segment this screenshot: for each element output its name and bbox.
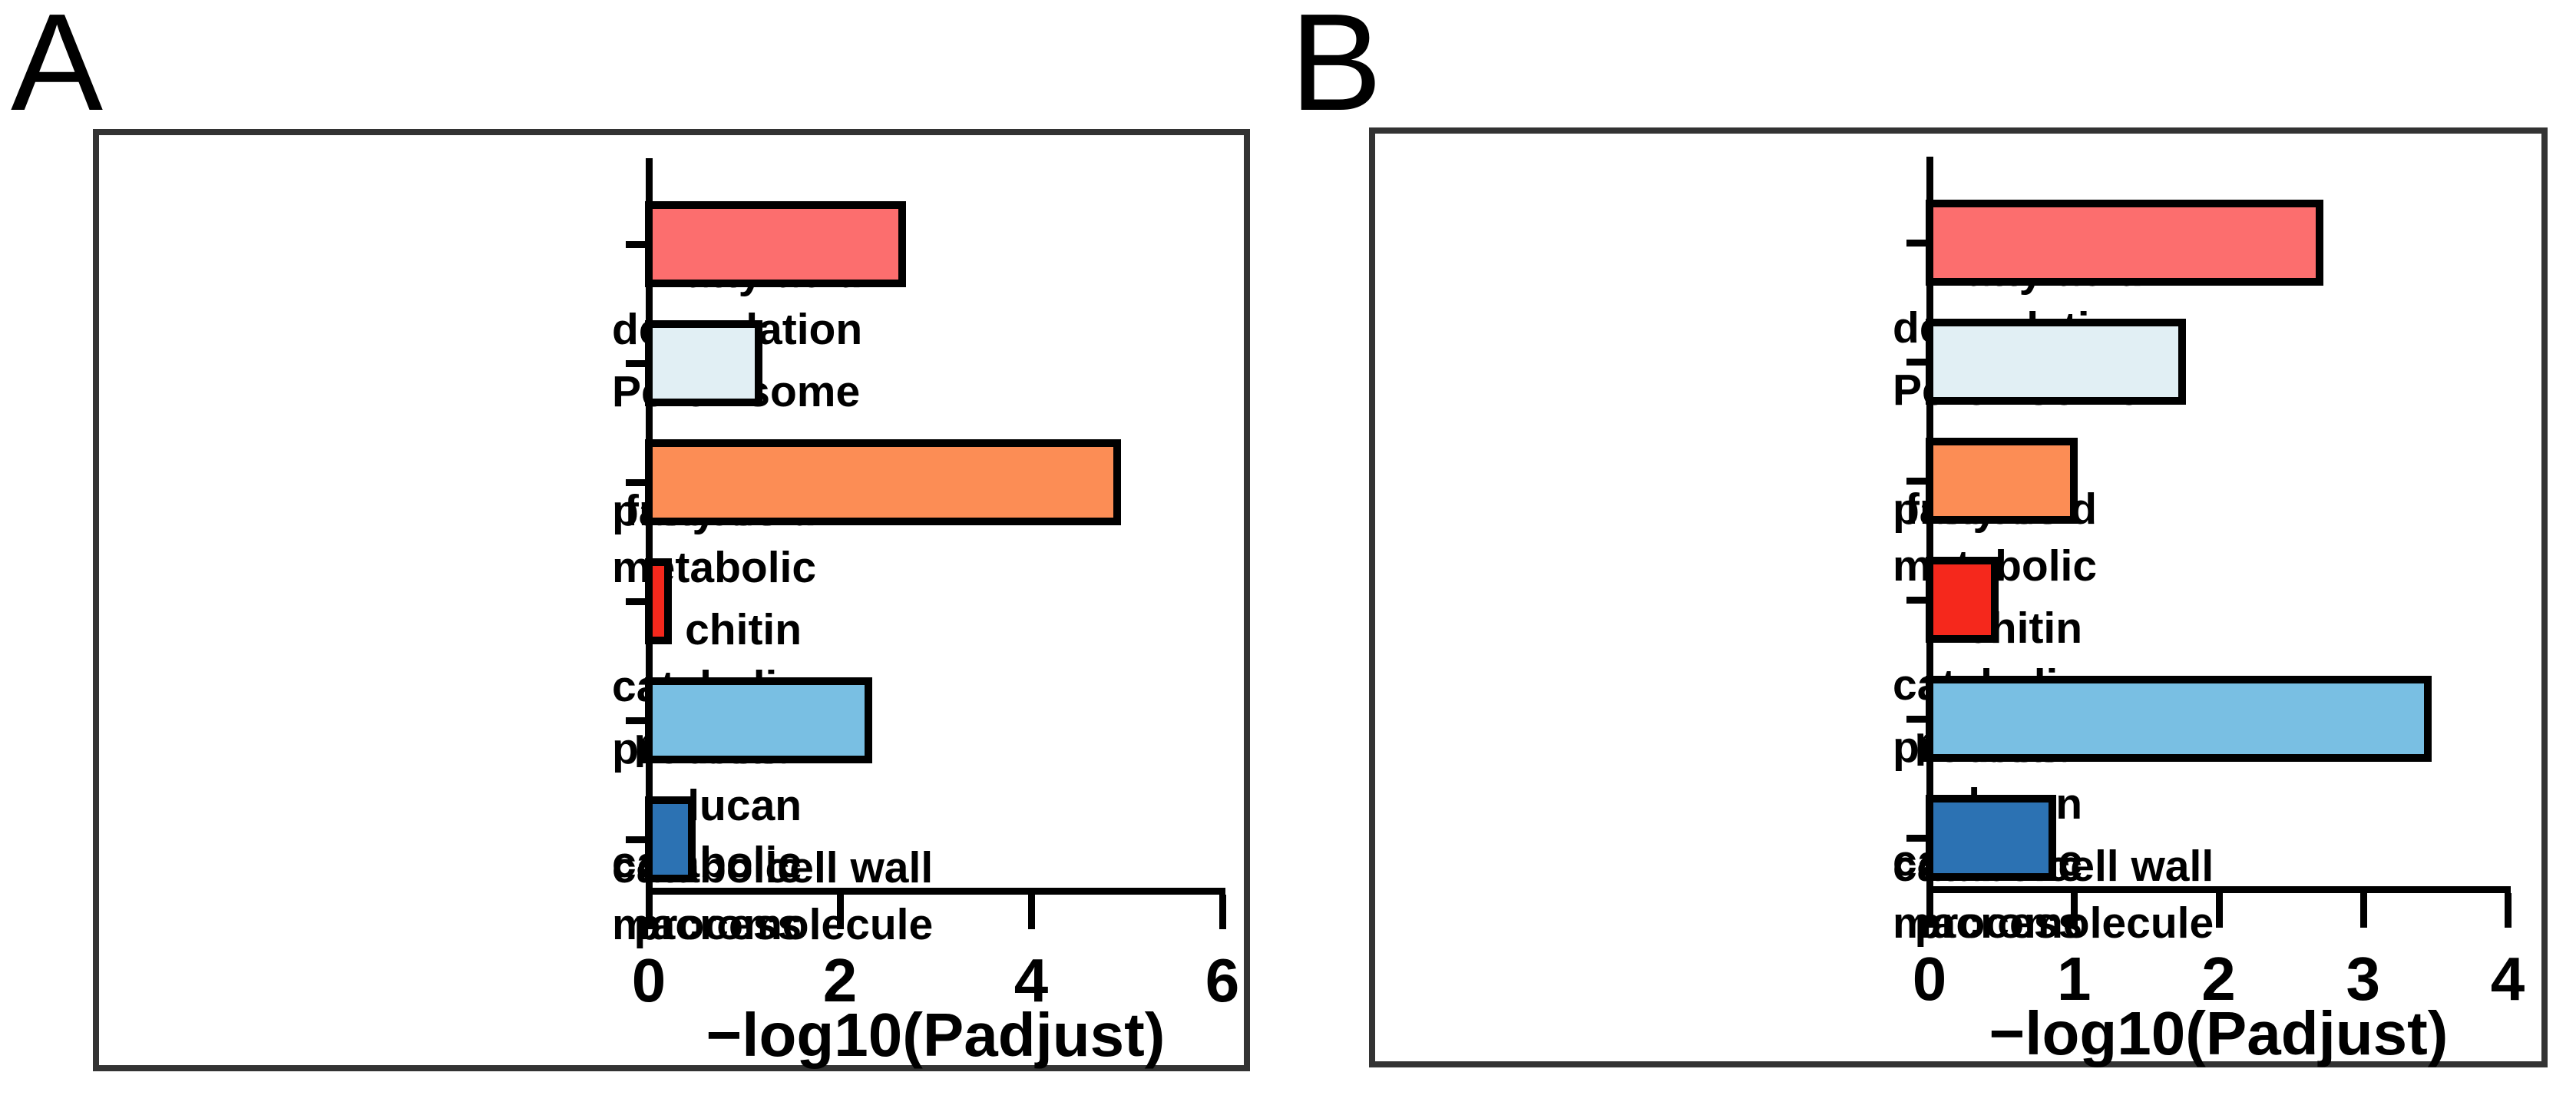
- x-axis-title: −log10(Padjust): [1989, 999, 2449, 1067]
- x-axis-tick-label: 6: [1205, 946, 1240, 1014]
- x-axis-tick-label: 0: [1912, 945, 1947, 1013]
- bar-b-fatty-acid-degradation: [1926, 200, 2323, 286]
- x-axis-tick: [1926, 893, 1933, 928]
- category-label-chitin-catabolic-process: chitin catabolic process: [612, 605, 802, 768]
- category-tick-fatty-acid-metabolic-process: [626, 479, 647, 486]
- category-label-fatty-acid-metabolic-process: fatty acid metabolicprocess: [1383, 412, 2097, 591]
- category-label-peroxisome: Peroxisome: [1383, 293, 2141, 431]
- category-tick-cell-wall-macromolecule-catabolic-process: [626, 836, 647, 843]
- y-axis-line: [646, 158, 653, 895]
- bar-a-beta-glucan-catabolic-process: [645, 677, 872, 763]
- category-tick-fatty-acid-degradation: [626, 241, 647, 248]
- x-axis-tick-label: 4: [1014, 946, 1049, 1014]
- x-axis-title: −log10(Padjust): [706, 1001, 1166, 1069]
- category-label-fatty-acid-degradation: Fatty acid degradation: [107, 175, 862, 354]
- category-tick-chitin-catabolic-process: [1906, 597, 1928, 604]
- x-axis-line: [646, 888, 1225, 895]
- category-tick-fatty-acid-metabolic-process: [1906, 478, 1928, 485]
- bar-b-cell-wall-macromolecule-catabolic-process: [1926, 795, 2056, 881]
- bar-b-fatty-acid-metabolic-process: [1926, 438, 2078, 524]
- category-label-fatty-acid-degradation: Fatty acid degradation: [1383, 174, 2143, 352]
- panel-b-letter: B: [1290, 0, 1383, 140]
- bar-a-fatty-acid-degradation: [645, 201, 906, 287]
- x-axis-tick: [837, 895, 844, 929]
- category-tick-fatty-acid-degradation: [1906, 240, 1928, 247]
- category-tick-peroxisome: [626, 360, 647, 367]
- x-axis-tick: [646, 895, 653, 929]
- bar-b-chitin-catabolic-process: [1926, 557, 1999, 643]
- bar-a-fatty-acid-metabolic-process: [645, 439, 1121, 525]
- category-tick-peroxisome: [1906, 359, 1928, 366]
- x-axis-tick: [2215, 893, 2223, 928]
- panel-a-frame: 0 2 4 6 −log10(Padjust) Fatty acid degradatio…: [93, 129, 1250, 1071]
- category-tick-beta-glucan-catabolic-process: [626, 717, 647, 724]
- panel-a-letter: A: [11, 0, 104, 140]
- bar-a-peroxisome: [645, 320, 762, 406]
- x-axis-tick-label: 0: [631, 946, 666, 1014]
- category-label-chitin-catabolic-process: chitin catabolic process: [1893, 604, 2083, 766]
- x-axis-tick-label: 4: [2490, 945, 2525, 1013]
- y-axis-line: [1926, 157, 1933, 893]
- x-axis-tick-label: 2: [2201, 945, 2236, 1013]
- x-axis-tick: [1028, 895, 1035, 929]
- x-axis-tick: [1219, 895, 1226, 929]
- x-axis-line: [1926, 886, 2511, 893]
- category-label-fatty-acid-metabolic-process: fatty acid metabolicprocess: [612, 486, 817, 592]
- category-tick-chitin-catabolic-process: [626, 598, 647, 605]
- bar-a-chitin-catabolic-process: [645, 558, 672, 644]
- bar-a-cell-wall-macromolecule-catabolic-process: [645, 796, 696, 882]
- category-tick-beta-glucan-catabolic-process: [1906, 716, 1928, 723]
- category-label-peroxisome: Peroxisome: [107, 294, 860, 432]
- panel-b-frame: 0 1 2 3 4 −log10(Padjust) Fatty acid degradati…: [1369, 127, 2548, 1067]
- category-tick-cell-wall-macromolecule-catabolic-process: [1906, 835, 1928, 842]
- x-axis-tick-label: 3: [2346, 945, 2381, 1013]
- x-axis-tick-label: 2: [822, 946, 858, 1014]
- x-axis-tick: [2071, 893, 2078, 928]
- bar-b-peroxisome: [1926, 319, 2186, 405]
- x-axis-tick: [2505, 893, 2512, 928]
- bar-b-beta-glucan-catabolic-process: [1926, 676, 2432, 762]
- x-axis-tick-label: 1: [2057, 945, 2092, 1013]
- x-axis-tick: [2359, 893, 2367, 928]
